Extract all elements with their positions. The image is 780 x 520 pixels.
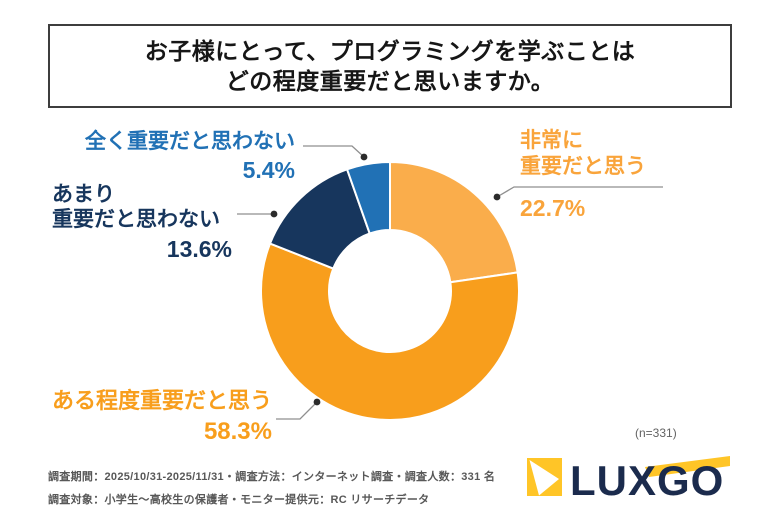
leader-dot-somewhat [313,398,321,406]
footnote-line-1: 調査期間：2025/10/31-2025/11/31・調査方法：インターネット調… [48,471,496,483]
label-somewhat-pct: 58.3% [203,418,272,445]
footnote-line-2: 調査対象：小学生～高校生の保護者・モニター提供元：RC リサーチデータ [48,494,430,506]
donut-segment-1 [389,161,519,284]
label-very-pct: 22.7% [520,195,586,221]
logo-mark-arrow [529,460,559,496]
label-somewhat-text: ある程度重要だと思う [52,388,273,413]
leader-dot-not-at-all [360,153,368,161]
leader-line-not-at-all [303,145,365,158]
title-box: お子様にとって、プログラミングを学ぶことは どの程度重要だと思いますか。 [48,24,732,108]
donut-segments [260,161,521,421]
logo-wordmark: LUXGO [570,457,724,504]
label-not-at-all-text: 全く重要だと思わない [85,130,295,153]
title-line-2: どの程度重要だと思いますか。 [225,68,555,94]
leader-line-somewhat [276,401,318,420]
leader-line-very [496,186,663,198]
leader-dots [270,153,501,406]
label-not-at-all: 全く重要だと思わない 5.4% [85,128,295,184]
leader-lines [237,145,663,420]
luxgo-logo: LUXGO [527,456,730,504]
title-line-1: お子様にとって、プログラミングを学ぶことは [144,38,636,64]
label-not-at-all-pct: 5.4% [242,157,295,183]
label-not-much-text-2: 重要だと思わない [52,208,220,231]
label-somewhat: ある程度重要だと思う 58.3% [52,388,272,445]
survey-footnotes: 調査期間：2025/10/31-2025/11/31・調査方法：インターネット調… [48,466,495,512]
leader-dot-very [493,193,501,201]
label-very-text-2: 重要だと思う [520,155,646,178]
sample-size-note: (n=331) [635,426,677,440]
leader-dot-not-much [270,210,278,218]
label-very: 非常に 重要だと思う 22.7% [520,128,646,221]
logo-gold-band [645,456,730,477]
label-not-much-pct: 13.6% [166,236,232,262]
label-very-text-1: 非常に [520,129,583,152]
donut-segment-4 [346,161,391,235]
label-not-much: あまり 重要だと思わない 13.6% [52,182,232,262]
label-not-much-text-1: あまり [52,183,115,206]
donut-segment-2 [260,242,521,421]
